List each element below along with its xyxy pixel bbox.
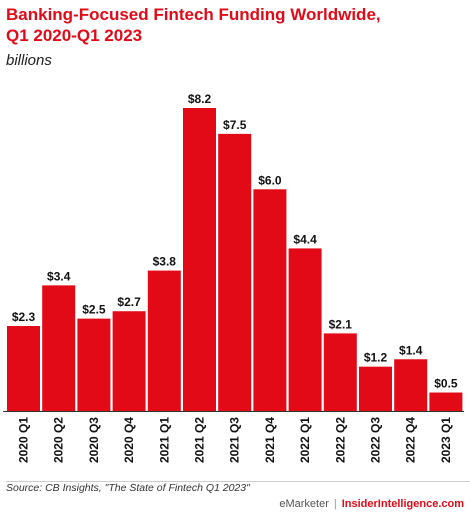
data-label: $4.4 <box>293 232 317 246</box>
bar-chart: $2.3 2020 Q1 $3.4 2020 Q2 $2.5 2020 Q3 $2.7 202… <box>3 92 464 463</box>
bar <box>42 285 76 411</box>
data-label: $2.5 <box>82 303 106 317</box>
data-label: $7.5 <box>223 118 247 132</box>
chart-subtitle: billions <box>6 52 52 69</box>
x-tick-label: 2020 Q1 <box>17 417 31 463</box>
bar <box>429 392 463 411</box>
bar <box>394 359 428 411</box>
bar <box>218 133 252 412</box>
data-label: $6.0 <box>258 173 282 187</box>
x-tick-label: 2022 Q4 <box>404 417 418 463</box>
bar <box>359 366 392 411</box>
x-tick-label: 2022 Q2 <box>333 417 347 463</box>
bar <box>7 326 40 411</box>
bar <box>323 333 357 411</box>
data-label: $3.4 <box>47 269 71 283</box>
data-label: $8.2 <box>188 92 212 106</box>
data-label: $1.2 <box>364 351 388 365</box>
x-tick-label: 2021 Q1 <box>157 417 171 463</box>
x-tick-label: 2023 Q1 <box>439 417 453 463</box>
data-label: $1.4 <box>399 343 423 357</box>
data-label: $2.1 <box>329 317 353 331</box>
x-tick-label: 2022 Q1 <box>298 417 312 463</box>
chart-title: Banking-Focused Fintech Funding Worldwid… <box>6 4 446 46</box>
bar <box>112 311 146 411</box>
x-tick-label: 2021 Q4 <box>263 417 277 463</box>
x-tick-label: 2021 Q3 <box>228 417 242 463</box>
data-label: $2.7 <box>117 295 141 309</box>
data-label: $0.5 <box>434 377 458 391</box>
x-tick-label: 2021 Q2 <box>193 417 207 463</box>
x-tick-label: 2020 Q4 <box>122 417 136 463</box>
data-label: $2.3 <box>12 310 36 324</box>
brand-insider-intelligence: InsiderIntelligence.com <box>341 498 464 510</box>
bar <box>288 248 322 411</box>
chart-title-line-1: Banking-Focused Fintech Funding Worldwid… <box>6 5 381 24</box>
data-label: $3.8 <box>153 255 177 269</box>
bar <box>77 318 111 411</box>
footer-divider <box>6 481 470 482</box>
source-note: Source: CB Insights, "The State of Finte… <box>6 482 250 494</box>
brand-footer: eMarketer | InsiderIntelligence.com <box>279 498 464 510</box>
bar <box>183 108 216 411</box>
x-tick-label: 2020 Q3 <box>87 417 101 463</box>
brand-separator: | <box>333 498 337 510</box>
bar <box>253 189 287 411</box>
x-tick-label: 2020 Q2 <box>52 417 66 463</box>
bar <box>147 270 181 411</box>
x-tick-label: 2022 Q3 <box>369 417 383 463</box>
brand-emarketer: eMarketer <box>279 498 329 510</box>
chart-title-line-2: Q1 2020-Q1 2023 <box>6 26 143 45</box>
